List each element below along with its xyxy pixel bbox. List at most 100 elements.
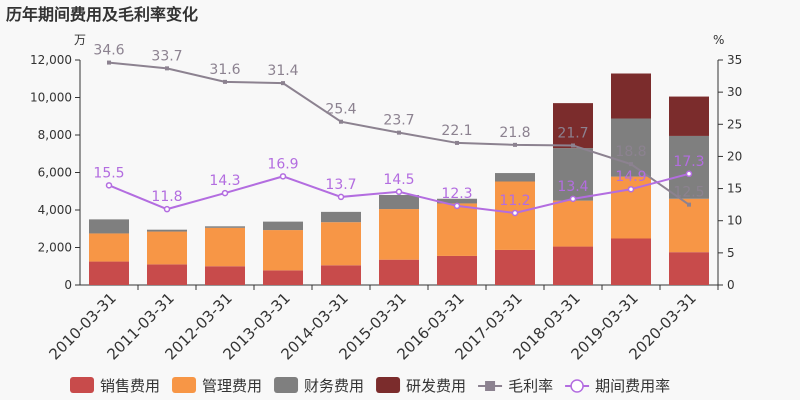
- expense-rate-label: 17.3: [673, 154, 704, 170]
- bar-segment: [263, 230, 303, 271]
- bar-segment: [379, 259, 419, 285]
- bar-segment: [205, 266, 245, 285]
- y-right-tick-label: 30: [727, 85, 742, 99]
- bar-segment: [611, 238, 651, 285]
- y-right-tick-label: 20: [727, 149, 742, 163]
- expense-rate-point: [395, 188, 403, 196]
- expense-rate-label: 11.8: [151, 189, 182, 205]
- gross-margin-label: 34.6: [93, 43, 124, 59]
- bar-segment: [669, 198, 709, 253]
- gross-margin-label: 12.5: [673, 185, 704, 201]
- bar-segment: [553, 200, 593, 247]
- expense-rate-label: 14.3: [209, 173, 240, 189]
- bar-segment: [379, 209, 419, 260]
- expense-rate-label: 14.5: [383, 172, 414, 188]
- bar-segment: [205, 227, 245, 267]
- bar-segment: [553, 103, 593, 149]
- lines: [105, 60, 693, 217]
- gross-margin-label: 23.7: [383, 113, 414, 129]
- gross-margin-point: [165, 66, 169, 71]
- expense-rate-point: [685, 170, 693, 178]
- expense-rate-point: [337, 193, 345, 201]
- legend-label: 研发费用: [406, 377, 466, 395]
- bars: [89, 73, 709, 285]
- bar-segment: [89, 261, 129, 285]
- y-left-unit: 万: [74, 33, 86, 47]
- gross-margin-point: [107, 60, 111, 65]
- y-right-tick-label: 5: [727, 246, 735, 260]
- expense-rate-label: 13.4: [557, 179, 588, 195]
- y-left-tick-label: 0: [64, 278, 72, 292]
- expense-rate-point: [511, 209, 519, 217]
- gross-margin-point: [339, 119, 343, 124]
- gross-margin-point: [513, 142, 517, 147]
- bar-segment: [321, 222, 361, 266]
- bar-segment: [321, 211, 361, 223]
- legend-swatch: [274, 377, 299, 393]
- bar-segment: [147, 231, 187, 265]
- gross-margin-label: 25.4: [325, 102, 356, 118]
- y-left-tick-label: 8,000: [38, 128, 72, 142]
- gross-margin-point: [455, 140, 459, 145]
- gross-margin-point: [397, 130, 401, 135]
- bar-segment: [495, 173, 535, 182]
- legend-swatch: [70, 377, 94, 393]
- bar-segment: [263, 270, 303, 285]
- legend-swatch: [172, 377, 197, 393]
- legend-label: 毛利率: [508, 377, 553, 395]
- y-left-tick-label: 4,000: [38, 203, 72, 217]
- bar-segment: [611, 73, 651, 119]
- y-right-tick-label: 15: [727, 182, 742, 196]
- bar-segment: [437, 255, 477, 285]
- expense-rate-label: 16.9: [267, 156, 298, 172]
- y-right-tick-label: 0: [727, 278, 735, 292]
- legend-label: 销售费用: [100, 377, 160, 395]
- gross-margin-point: [571, 143, 575, 148]
- y-left-tick-label: 12,000: [30, 53, 72, 67]
- bar-segment: [553, 246, 593, 285]
- expense-rate-label: 11.2: [499, 193, 530, 209]
- gross-margin-point: [687, 202, 691, 207]
- bar-segment: [205, 226, 245, 228]
- y-left-tick-label: 10,000: [30, 91, 72, 105]
- expense-rate-label: 15.5: [93, 165, 124, 181]
- y-left-tick-label: 2,000: [38, 241, 72, 255]
- bar-segment: [611, 118, 651, 177]
- expense-rate-point: [279, 173, 287, 180]
- bar-segment: [437, 198, 477, 204]
- bar-segment: [669, 252, 709, 285]
- legend: 销售费用 管理费用 财务费用 研发费用 毛利率 期间费用率: [70, 377, 670, 395]
- bar-segment: [379, 195, 419, 210]
- expense-rate-point: [221, 189, 229, 197]
- bar-segment: [437, 203, 477, 256]
- gross-margin-label: 31.4: [267, 63, 298, 79]
- y-right-tick-label: 10: [727, 214, 742, 228]
- expense-rate-point: [569, 195, 577, 203]
- expense-rate-label: 12.3: [441, 186, 472, 202]
- bar-segment: [89, 233, 129, 262]
- bar-segment: [669, 96, 709, 136]
- expense-rate-label: 14.9: [615, 169, 646, 185]
- data-labels: 34.6 33.7 31.6 31.4 25.4 23.7 22.1 21.8 21.7 18.8…: [93, 43, 704, 209]
- bar-segment: [263, 221, 303, 231]
- gross-margin-label: 18.8: [615, 144, 646, 160]
- gross-margin-point: [629, 162, 633, 167]
- gross-margin-label: 33.7: [151, 48, 182, 64]
- y-right-unit: %: [713, 33, 724, 47]
- legend-label: 财务费用: [304, 377, 364, 395]
- expense-rate-point: [453, 202, 461, 210]
- legend-swatch: [376, 377, 401, 393]
- gross-margin-label: 31.6: [209, 62, 240, 78]
- expense-rate-point: [627, 185, 635, 193]
- bar-segment: [89, 219, 129, 234]
- gross-margin-label: 21.8: [499, 125, 530, 141]
- bar-segment: [669, 135, 709, 199]
- bar-segment: [495, 249, 535, 285]
- gross-margin-label: 22.1: [441, 123, 472, 139]
- chart-title: 历年期间费用及毛利率变化: [6, 5, 198, 24]
- y-left-tick-label: 6,000: [38, 166, 72, 180]
- y-right-tick-label: 25: [727, 117, 742, 131]
- gross-margin-label: 21.7: [557, 126, 588, 142]
- expense-rate-point: [105, 182, 113, 189]
- bar-segment: [553, 148, 593, 201]
